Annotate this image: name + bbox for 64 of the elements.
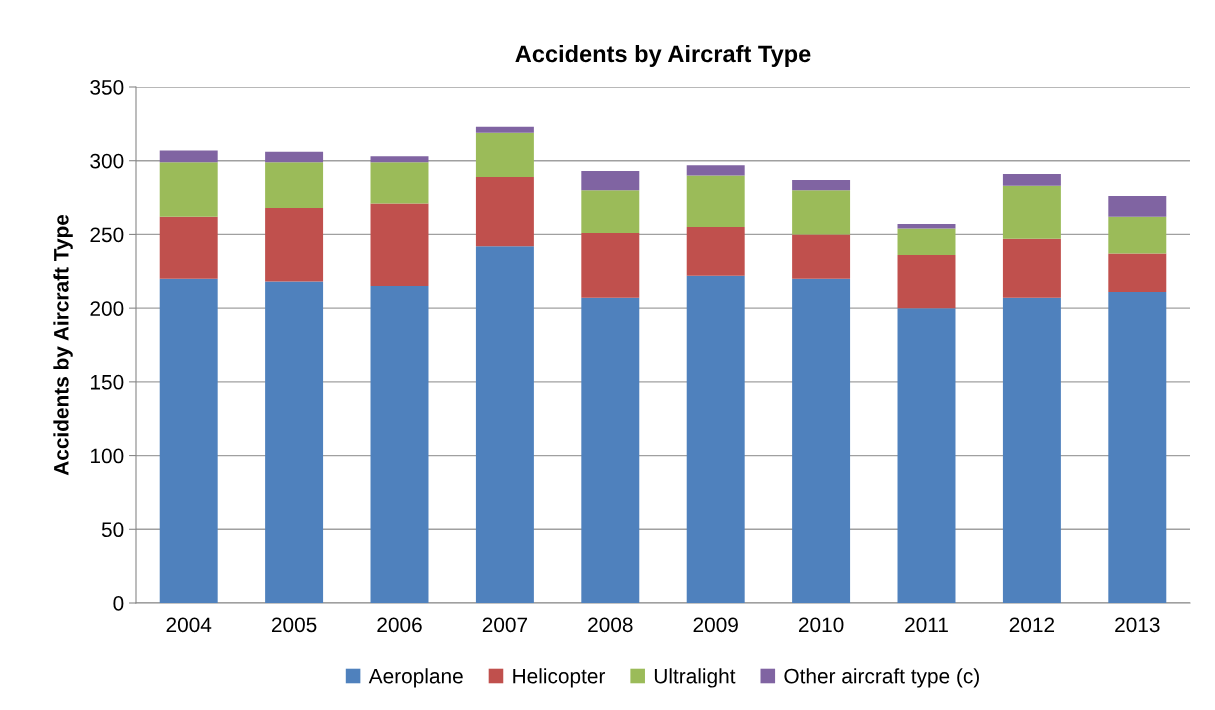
x-tick-label: 2008 <box>588 617 633 633</box>
y-tick-label: 100 <box>91 448 124 464</box>
y-tick-label: 150 <box>91 374 124 390</box>
chart-title: Accidents by Aircraft Type <box>515 44 811 67</box>
bar <box>686 175 745 228</box>
x-tick-label: 2012 <box>1009 617 1055 633</box>
x-tick-label: 2007 <box>482 617 528 633</box>
bar <box>159 216 218 279</box>
y-tick-label: 350 <box>90 80 124 95</box>
bar <box>1108 253 1167 292</box>
bar <box>370 286 429 603</box>
x-tick-label: 2005 <box>271 617 317 633</box>
bar <box>1002 238 1061 298</box>
bar <box>897 255 956 309</box>
x-tick-label: 2009 <box>693 617 738 633</box>
x-tick-label: 2011 <box>905 617 948 633</box>
bar <box>1002 185 1061 239</box>
bar <box>265 207 324 282</box>
legend-label: Helicopter <box>513 668 606 688</box>
bar <box>897 308 956 603</box>
bar <box>159 150 218 163</box>
bar <box>475 126 534 133</box>
bar <box>1002 297 1061 603</box>
bar <box>265 162 324 208</box>
bar <box>159 278 218 603</box>
bar <box>581 232 640 298</box>
bar <box>1108 216 1167 254</box>
x-tick-label: 2006 <box>377 617 422 633</box>
bar <box>897 228 956 256</box>
x-tick-label: 2013 <box>1115 617 1160 633</box>
bar <box>475 176 534 247</box>
bar <box>581 190 640 233</box>
legend-label: Other aircraft type (c) <box>784 668 979 688</box>
bar <box>686 227 745 276</box>
legend-label: Aeroplane <box>368 668 463 688</box>
bar <box>581 297 640 603</box>
bar <box>897 224 956 229</box>
bar <box>1108 291 1167 603</box>
bar <box>475 246 534 603</box>
bar <box>792 179 851 191</box>
bar <box>1108 196 1167 217</box>
y-tick-label: 300 <box>90 153 124 169</box>
x-tick-label: 2004 <box>166 617 212 633</box>
bar <box>370 156 429 163</box>
y-tick-label: 0 <box>113 596 124 611</box>
bar <box>1002 173 1061 186</box>
bar <box>792 278 851 603</box>
bar <box>159 162 218 217</box>
y-tick-label: 200 <box>90 301 124 316</box>
bar <box>686 275 745 603</box>
y-tick-label: 50 <box>101 522 124 538</box>
y-axis-title: Accidents by Aircraft Type <box>53 214 73 476</box>
bar <box>265 281 324 603</box>
y-tick-label: 250 <box>90 227 124 243</box>
bar <box>792 190 851 235</box>
x-tick-label: 2010 <box>798 617 844 633</box>
bar <box>686 165 745 176</box>
bar <box>475 132 534 177</box>
bar <box>370 203 429 287</box>
bar <box>265 151 324 163</box>
bar <box>370 162 429 204</box>
bar <box>581 171 640 191</box>
bar <box>792 234 851 279</box>
legend-label: Ultralight <box>654 668 736 688</box>
